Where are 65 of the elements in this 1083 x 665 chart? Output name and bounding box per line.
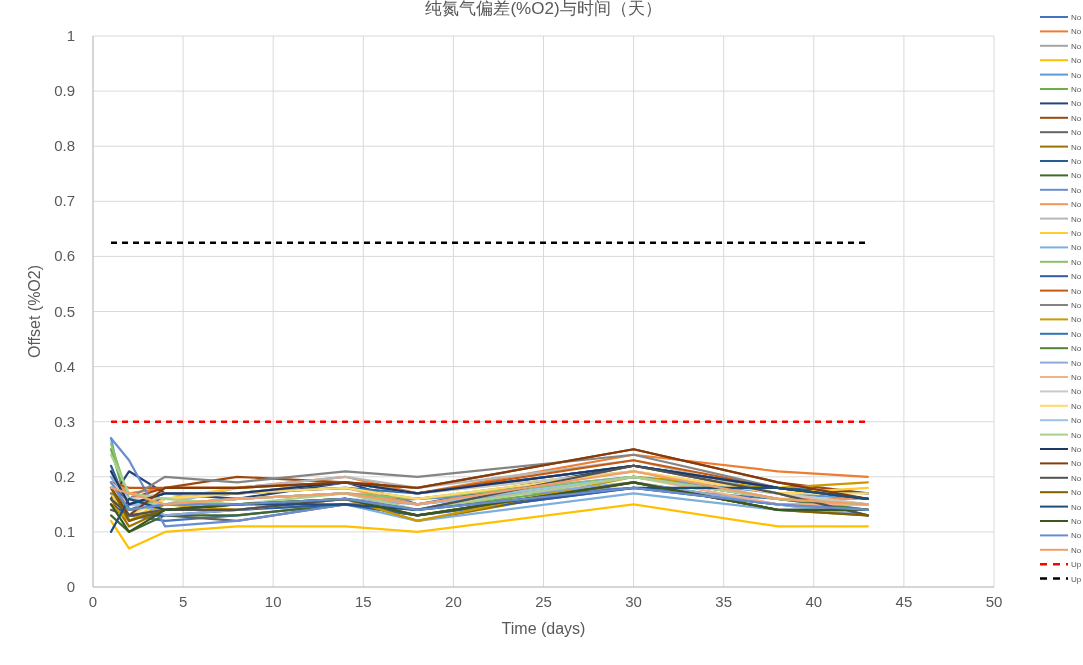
y-tick-label: 0.9: [54, 82, 75, 100]
legend-label: No: [1071, 387, 1082, 397]
x-tick-label: 30: [625, 593, 642, 610]
legend-label: No: [1071, 13, 1082, 22]
y-tick-label: 0: [66, 578, 75, 595]
legend-label: No: [1071, 358, 1082, 368]
legend-label: No: [1071, 373, 1082, 382]
legend-label: No: [1071, 401, 1082, 411]
y-tick-label: 0.1: [54, 522, 75, 540]
legend-label: No: [1071, 488, 1082, 498]
y-tick-label: 0.4: [54, 357, 75, 375]
legend-label: No: [1071, 286, 1082, 296]
legend-label: No: [1071, 517, 1082, 526]
legend-label: No: [1071, 257, 1082, 267]
legend-label: No: [1071, 56, 1082, 66]
legend-label: No: [1071, 531, 1082, 541]
legend-label: No: [1071, 416, 1082, 426]
x-tick-label: 0: [88, 593, 98, 610]
x-tick-label: 20: [445, 593, 462, 610]
legend-label: No: [1071, 128, 1082, 138]
legend-label: No: [1071, 171, 1082, 181]
legend-label: No: [1071, 157, 1082, 166]
legend-label: No: [1071, 272, 1082, 282]
x-tick-label: 10: [264, 593, 282, 610]
y-axis-title: Offset (%O2): [26, 264, 43, 359]
legend-label: No: [1071, 473, 1082, 483]
legend-label: No: [1071, 41, 1082, 51]
legend-label: No: [1071, 329, 1082, 339]
x-tick-label: 50: [985, 593, 1003, 610]
legend-label: No: [1071, 113, 1082, 123]
legend-label: Up: [1071, 560, 1082, 570]
legend-label: No: [1071, 243, 1082, 253]
legend-label: No: [1071, 27, 1082, 37]
legend-label: No: [1071, 70, 1082, 80]
y-tick-label: 0.3: [54, 412, 75, 430]
legend-label: No: [1071, 229, 1082, 238]
legend-label: Up: [1071, 574, 1082, 584]
y-tick-label: 0.5: [54, 302, 75, 320]
x-tick-label: 35: [715, 593, 733, 610]
legend-label: No: [1071, 85, 1082, 94]
legend-label: No: [1071, 301, 1082, 310]
x-tick-label: 5: [178, 593, 188, 610]
legend-label: No: [1071, 185, 1082, 195]
x-tick-label: 45: [895, 593, 913, 610]
legend-label: No: [1071, 214, 1082, 224]
legend-label: No: [1071, 502, 1082, 512]
legend-label: No: [1071, 99, 1082, 109]
chart-title: 纯氮气偏差(%O2)与时间（天）: [425, 0, 662, 18]
legend-label: No: [1071, 315, 1082, 325]
y-tick-label: 0.7: [54, 192, 75, 210]
y-tick-label: 1: [66, 27, 75, 44]
legend-label: No: [1071, 445, 1082, 454]
x-tick-label: 25: [535, 593, 552, 610]
y-tick-label: 0.6: [54, 247, 75, 265]
legend-label: No: [1071, 430, 1082, 440]
x-tick-label: 40: [805, 593, 823, 610]
y-tick-label: 0.2: [54, 467, 75, 485]
x-axis-title: Time (days): [501, 620, 586, 637]
legend-label: No: [1071, 142, 1082, 152]
legend-label: No: [1071, 344, 1082, 354]
legend-label: No: [1071, 200, 1082, 210]
legend-label: No: [1071, 545, 1082, 555]
x-tick-label: 15: [354, 593, 372, 610]
legend-label: No: [1071, 459, 1082, 469]
y-tick-label: 0.8: [54, 137, 75, 155]
